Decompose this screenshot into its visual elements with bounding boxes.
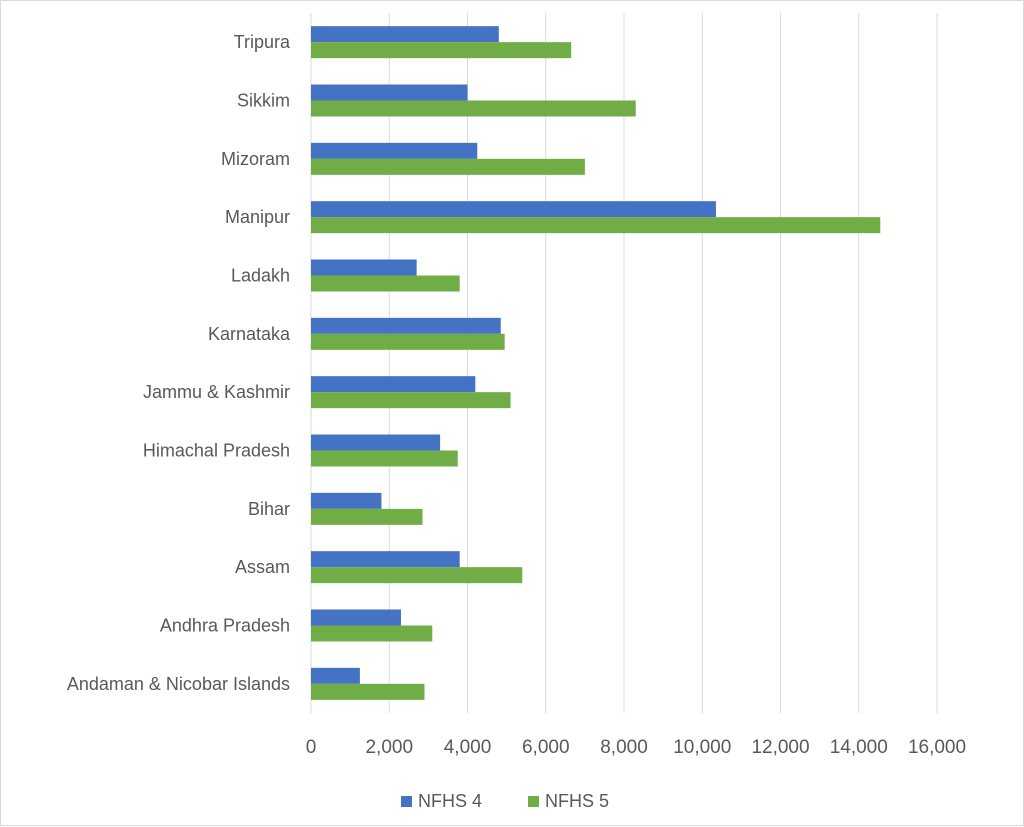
category-label: Himachal Pradesh bbox=[143, 441, 290, 461]
category-label: Assam bbox=[235, 557, 290, 577]
category-label: Mizoram bbox=[221, 149, 290, 169]
legend-label: NFHS 4 bbox=[418, 791, 482, 811]
category-label: Andhra Pradesh bbox=[160, 616, 290, 636]
bar-nfhs5 bbox=[311, 567, 523, 584]
bar-nfhs5 bbox=[311, 42, 572, 59]
bar-nfhs5 bbox=[311, 625, 433, 642]
bar-nfhs4 bbox=[311, 259, 417, 276]
bar-nfhs4 bbox=[311, 434, 441, 451]
bar-nfhs5 bbox=[311, 392, 511, 409]
bar-nfhs4 bbox=[311, 142, 478, 159]
category-label: Jammu & Kashmir bbox=[143, 382, 290, 402]
bar-nfhs5 bbox=[311, 158, 585, 175]
category-label: Manipur bbox=[225, 207, 290, 227]
x-tick-label: 16,000 bbox=[908, 737, 966, 758]
bar-layer bbox=[311, 26, 881, 700]
bar-nfhs5 bbox=[311, 217, 881, 234]
category-labels: Tripura Sikkim Mizoram Manipur Ladakh Karnata… bbox=[67, 32, 291, 694]
x-tick-label: 10,000 bbox=[673, 737, 731, 758]
x-tick-label: 6,000 bbox=[522, 737, 570, 758]
bar-nfhs4 bbox=[311, 84, 468, 101]
category-label: Bihar bbox=[248, 499, 290, 519]
category-label: Andaman & Nicobar Islands bbox=[67, 674, 290, 694]
x-tick-label: 4,000 bbox=[444, 737, 492, 758]
bar-nfhs5 bbox=[311, 333, 505, 350]
bar-nfhs4 bbox=[311, 492, 382, 509]
x-tick-label: 12,000 bbox=[751, 737, 809, 758]
grid-layer bbox=[310, 13, 938, 713]
bar-nfhs4 bbox=[311, 26, 499, 43]
bar-nfhs4 bbox=[311, 376, 476, 393]
bar-nfhs5 bbox=[311, 450, 458, 467]
bar-nfhs4 bbox=[311, 317, 501, 334]
category-label: Tripura bbox=[234, 32, 291, 52]
category-label: Karnataka bbox=[208, 324, 291, 344]
bar-nfhs4 bbox=[311, 551, 460, 568]
x-tick-label: 14,000 bbox=[830, 737, 888, 758]
x-tick-label: 0 bbox=[306, 737, 317, 758]
x-axis-ticks: 0 2,000 4,000 6,000 8,000 10,000 12,000 14,000 1… bbox=[306, 737, 966, 758]
x-tick-label: 8,000 bbox=[600, 737, 648, 758]
bar-nfhs4 bbox=[311, 667, 360, 684]
legend: NFHS 4 NFHS 5 bbox=[401, 791, 609, 811]
bar-nfhs5 bbox=[311, 275, 460, 292]
bar-nfhs5 bbox=[311, 100, 636, 117]
legend-label: NFHS 5 bbox=[545, 791, 609, 811]
category-label: Ladakh bbox=[231, 266, 290, 286]
category-label: Sikkim bbox=[237, 91, 290, 111]
x-tick-label: 2,000 bbox=[365, 737, 413, 758]
bar-nfhs5 bbox=[311, 508, 423, 525]
bar-nfhs4 bbox=[311, 609, 401, 626]
legend-swatch bbox=[401, 796, 412, 807]
bar-nfhs4 bbox=[311, 201, 716, 218]
legend-swatch bbox=[528, 796, 539, 807]
bar-nfhs5 bbox=[311, 683, 425, 700]
